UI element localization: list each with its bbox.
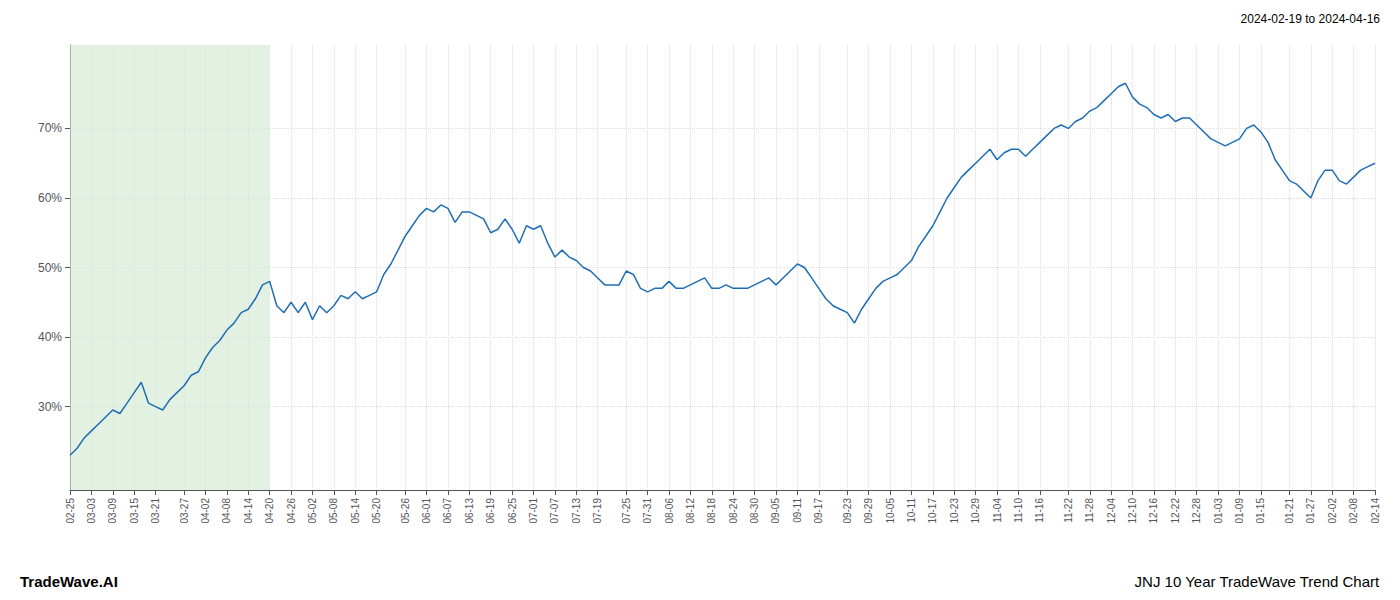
svg-text:60%: 60% — [38, 191, 62, 205]
svg-text:09-17: 09-17 — [813, 498, 824, 524]
svg-text:01-15: 01-15 — [1255, 498, 1266, 524]
svg-text:03-21: 03-21 — [150, 498, 161, 524]
svg-text:09-29: 09-29 — [863, 498, 874, 524]
svg-text:02-14: 02-14 — [1370, 498, 1381, 524]
svg-text:05-26: 05-26 — [400, 498, 411, 524]
svg-text:07-31: 07-31 — [642, 498, 653, 524]
svg-text:12-28: 12-28 — [1191, 498, 1202, 524]
svg-text:08-12: 08-12 — [685, 498, 696, 524]
svg-text:03-03: 03-03 — [86, 498, 97, 524]
svg-text:12-04: 12-04 — [1106, 498, 1117, 524]
svg-text:40%: 40% — [38, 330, 62, 344]
svg-text:09-11: 09-11 — [792, 498, 803, 523]
svg-text:07-07: 07-07 — [549, 498, 560, 524]
svg-text:10-05: 10-05 — [885, 498, 896, 524]
svg-text:08-06: 08-06 — [664, 498, 675, 524]
svg-text:TradeWave.AI: TradeWave.AI — [20, 573, 118, 590]
svg-text:30%: 30% — [38, 400, 62, 414]
svg-text:12-16: 12-16 — [1148, 498, 1159, 524]
svg-text:10-17: 10-17 — [927, 498, 938, 524]
svg-text:04-14: 04-14 — [243, 498, 254, 524]
svg-text:02-08: 02-08 — [1348, 498, 1359, 524]
svg-text:09-23: 09-23 — [842, 498, 853, 524]
svg-text:05-14: 05-14 — [350, 498, 361, 524]
svg-text:2024-02-19 to 2024-04-16: 2024-02-19 to 2024-04-16 — [1241, 12, 1381, 26]
svg-text:05-08: 05-08 — [328, 498, 339, 524]
svg-text:02-25: 02-25 — [65, 498, 76, 524]
svg-text:03-27: 03-27 — [179, 498, 190, 524]
svg-text:08-18: 08-18 — [706, 498, 717, 524]
svg-text:07-19: 07-19 — [592, 498, 603, 524]
svg-text:10-11: 10-11 — [906, 498, 917, 523]
svg-text:01-21: 01-21 — [1284, 498, 1295, 524]
svg-text:11-04: 11-04 — [992, 498, 1003, 523]
svg-text:07-25: 07-25 — [621, 498, 632, 524]
svg-text:11-16: 11-16 — [1034, 498, 1045, 523]
svg-text:03-15: 03-15 — [129, 498, 140, 524]
svg-text:08-24: 08-24 — [728, 498, 739, 524]
svg-text:10-29: 10-29 — [970, 498, 981, 524]
svg-text:01-03: 01-03 — [1213, 498, 1224, 524]
svg-text:06-07: 06-07 — [442, 498, 453, 524]
svg-text:06-01: 06-01 — [421, 498, 432, 524]
svg-text:01-27: 01-27 — [1305, 498, 1316, 524]
svg-text:05-02: 05-02 — [307, 498, 318, 524]
svg-text:02-02: 02-02 — [1327, 498, 1338, 524]
svg-text:04-02: 04-02 — [200, 498, 211, 524]
svg-text:04-20: 04-20 — [264, 498, 275, 524]
svg-text:12-22: 12-22 — [1170, 498, 1181, 524]
svg-text:12-10: 12-10 — [1127, 498, 1138, 524]
svg-text:50%: 50% — [38, 261, 62, 275]
svg-text:03-09: 03-09 — [107, 498, 118, 524]
svg-text:07-01: 07-01 — [528, 498, 539, 524]
svg-text:04-08: 04-08 — [221, 498, 232, 524]
svg-text:11-22: 11-22 — [1063, 498, 1074, 523]
svg-text:08-30: 08-30 — [749, 498, 760, 524]
svg-text:JNJ 10 Year TradeWave Trend Ch: JNJ 10 Year TradeWave Trend Chart — [1135, 573, 1380, 590]
svg-text:04-26: 04-26 — [286, 498, 297, 524]
svg-text:11-10: 11-10 — [1013, 498, 1024, 523]
svg-text:06-13: 06-13 — [464, 498, 475, 524]
svg-text:11-28: 11-28 — [1084, 498, 1095, 523]
svg-text:09-05: 09-05 — [770, 498, 781, 524]
svg-text:06-19: 06-19 — [485, 498, 496, 524]
svg-text:07-13: 07-13 — [571, 498, 582, 524]
svg-text:10-23: 10-23 — [949, 498, 960, 524]
svg-text:70%: 70% — [38, 121, 62, 135]
svg-text:01-09: 01-09 — [1234, 498, 1245, 524]
svg-text:05-20: 05-20 — [371, 498, 382, 524]
svg-text:06-25: 06-25 — [507, 498, 518, 524]
